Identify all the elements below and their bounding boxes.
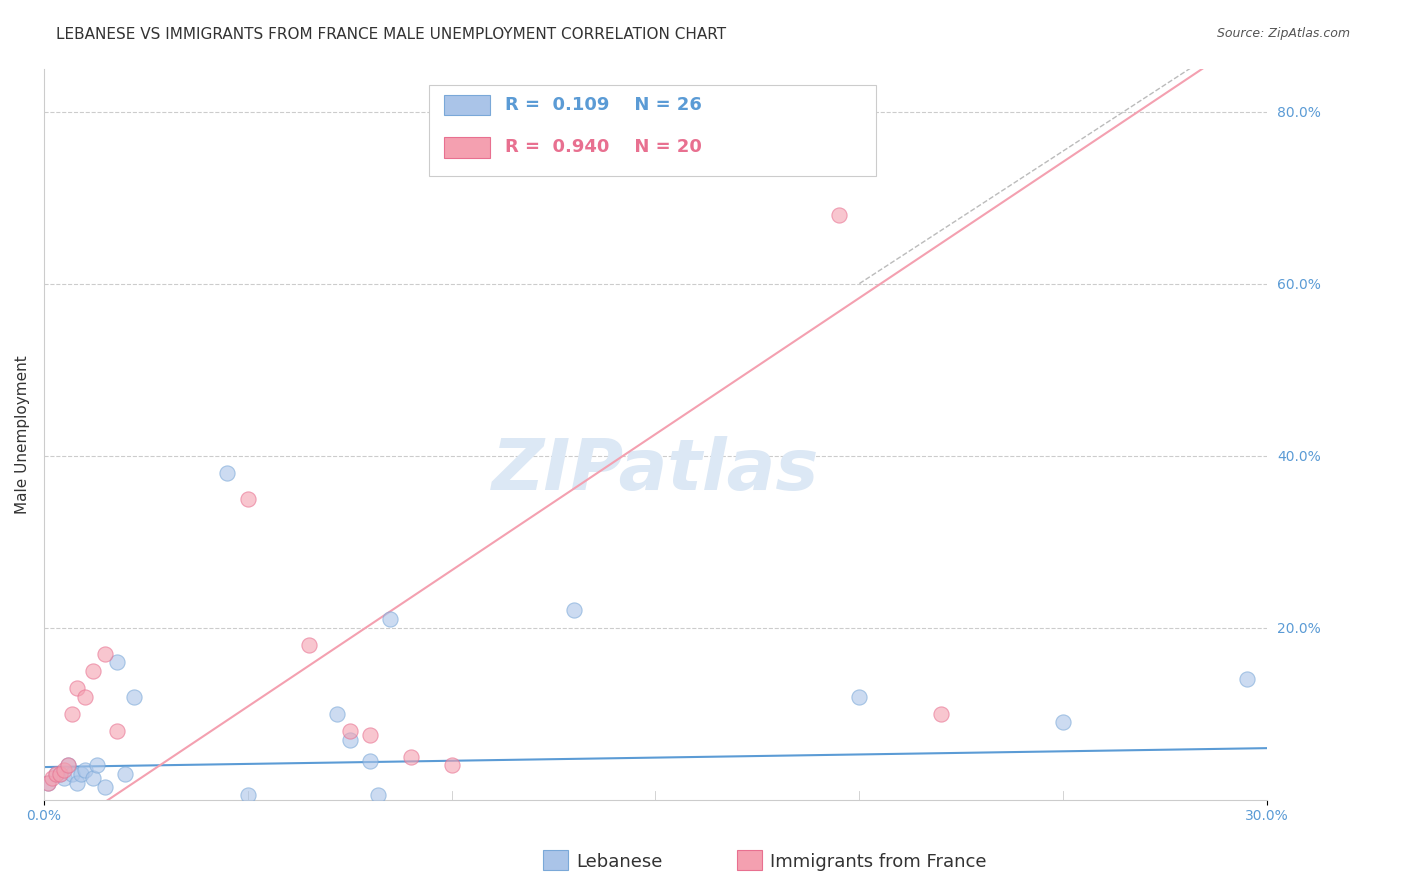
Point [122, 690, 145, 704]
Text: Immigrants from France: Immigrants from France [770, 853, 987, 871]
Text: R =  0.109    N = 26: R = 0.109 N = 26 [505, 96, 702, 114]
Point [37, 775, 59, 789]
Point [440, 758, 463, 772]
Point [105, 655, 128, 669]
Bar [543, 850, 568, 870]
Text: ZIPatlas: ZIPatlas [492, 436, 820, 505]
Point [929, 706, 952, 721]
Point [82, 771, 104, 785]
Point [359, 754, 381, 768]
Point [339, 723, 361, 738]
Point [236, 789, 259, 803]
Point [69, 767, 91, 781]
Point [399, 749, 422, 764]
Point [367, 789, 389, 803]
Point [58, 758, 80, 772]
Point [41, 771, 63, 785]
Bar [737, 850, 762, 870]
Point [828, 208, 851, 222]
Point [217, 466, 239, 480]
Point [380, 612, 402, 626]
Bar [429, 85, 876, 176]
Point [562, 603, 585, 617]
Point [49, 767, 72, 781]
Point [105, 723, 128, 738]
Point [114, 767, 136, 781]
Point [236, 491, 259, 506]
Point [58, 758, 80, 772]
Text: R =  0.940    N = 20: R = 0.940 N = 20 [505, 138, 702, 156]
Point [359, 728, 381, 742]
Point [49, 767, 72, 781]
Point [1052, 715, 1074, 730]
Point [94, 780, 117, 794]
Point [848, 690, 870, 704]
Point [86, 758, 108, 772]
Point [73, 690, 96, 704]
Y-axis label: Male Unemployment: Male Unemployment [15, 355, 30, 514]
Point [65, 775, 87, 789]
Point [326, 706, 349, 721]
Point [94, 647, 117, 661]
Point [45, 767, 67, 781]
Point [62, 706, 84, 721]
Point [65, 681, 87, 695]
Point [73, 763, 96, 777]
Text: LEBANESE VS IMMIGRANTS FROM FRANCE MALE UNEMPLOYMENT CORRELATION CHART: LEBANESE VS IMMIGRANTS FROM FRANCE MALE … [56, 27, 727, 42]
Bar [444, 95, 491, 115]
Point [53, 763, 76, 777]
Text: Lebanese: Lebanese [576, 853, 662, 871]
Point [45, 767, 67, 781]
Point [298, 638, 321, 652]
Point [37, 775, 59, 789]
Point [339, 732, 361, 747]
Point [53, 771, 76, 785]
Point [1236, 673, 1258, 687]
Point [62, 767, 84, 781]
Point [82, 664, 104, 678]
Text: Source: ZipAtlas.com: Source: ZipAtlas.com [1216, 27, 1350, 40]
Bar [444, 137, 491, 158]
